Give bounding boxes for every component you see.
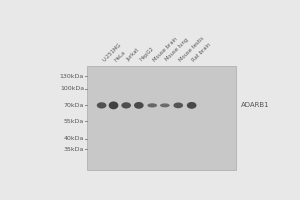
Text: Mouse lung: Mouse lung xyxy=(165,38,190,62)
Text: 100kDa: 100kDa xyxy=(60,86,84,91)
Ellipse shape xyxy=(134,102,144,109)
Bar xyxy=(88,66,236,170)
Ellipse shape xyxy=(109,101,118,109)
Text: Jurkat: Jurkat xyxy=(126,48,141,62)
Text: 55kDa: 55kDa xyxy=(64,119,84,124)
Ellipse shape xyxy=(173,102,183,108)
Text: ADARB1: ADARB1 xyxy=(241,102,270,108)
Ellipse shape xyxy=(147,103,157,107)
Text: Mouse testis: Mouse testis xyxy=(178,36,205,62)
Ellipse shape xyxy=(187,102,196,109)
Text: 70kDa: 70kDa xyxy=(64,103,84,108)
Text: Mouse brain: Mouse brain xyxy=(152,36,178,62)
Ellipse shape xyxy=(121,102,131,109)
Text: 130kDa: 130kDa xyxy=(60,74,84,79)
Text: U-251MG: U-251MG xyxy=(102,42,122,62)
Ellipse shape xyxy=(97,102,106,109)
Text: HeLa: HeLa xyxy=(113,50,126,62)
Ellipse shape xyxy=(160,103,170,107)
Text: HepG2: HepG2 xyxy=(139,46,155,62)
Text: 35kDa: 35kDa xyxy=(64,147,84,152)
Text: Rat brain: Rat brain xyxy=(192,42,212,62)
Text: 40kDa: 40kDa xyxy=(64,136,84,141)
